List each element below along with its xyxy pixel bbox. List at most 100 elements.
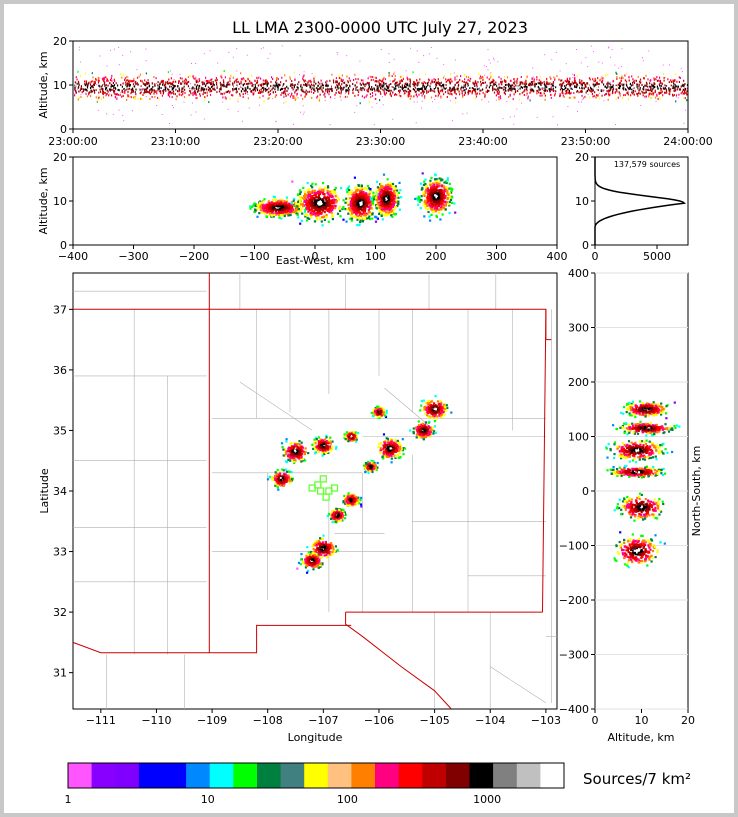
ew-source bbox=[267, 205, 270, 208]
time-height-source bbox=[495, 85, 497, 88]
time-height-source bbox=[441, 88, 444, 91]
ew-source bbox=[370, 198, 373, 201]
ew-source bbox=[445, 181, 448, 185]
time-height-source bbox=[263, 82, 265, 85]
time-height-source bbox=[153, 76, 155, 78]
time-height-source bbox=[210, 83, 212, 86]
ew-source bbox=[303, 211, 307, 214]
time-height-source bbox=[379, 84, 381, 87]
time-height-source bbox=[126, 85, 128, 88]
time-height-source bbox=[506, 76, 509, 79]
time-height-source bbox=[130, 96, 132, 99]
ew-source bbox=[270, 201, 273, 204]
time-height-source bbox=[651, 89, 653, 91]
time-height-source bbox=[539, 82, 542, 85]
time-height-source bbox=[635, 79, 637, 82]
time-height-source bbox=[364, 88, 366, 90]
time-height-source bbox=[625, 86, 627, 89]
time-height-source bbox=[649, 92, 651, 95]
ew-source bbox=[366, 212, 369, 215]
time-height-source bbox=[434, 98, 436, 100]
time-height-source bbox=[242, 84, 244, 87]
time-height-source bbox=[87, 84, 89, 87]
time-height-source bbox=[598, 85, 600, 88]
ew-source bbox=[305, 194, 308, 197]
time-height-source bbox=[656, 76, 658, 78]
time-height-source bbox=[526, 89, 528, 92]
ew-source bbox=[352, 211, 355, 214]
time-height-source bbox=[425, 85, 427, 88]
time-height-source bbox=[664, 77, 666, 78]
ew-source bbox=[301, 212, 304, 215]
time-height-source bbox=[130, 88, 132, 91]
time-height-source bbox=[170, 82, 172, 85]
time-height-source bbox=[440, 81, 442, 84]
time-height-source bbox=[127, 79, 129, 82]
time-height-source bbox=[143, 86, 146, 89]
ew-source bbox=[388, 213, 391, 216]
time-height-source bbox=[376, 89, 378, 92]
time-height-source bbox=[480, 80, 482, 83]
time-height-source bbox=[311, 91, 312, 93]
time-height-source bbox=[122, 114, 124, 116]
ew-source bbox=[349, 200, 352, 203]
time-height-source bbox=[658, 96, 661, 99]
ew-source bbox=[305, 198, 308, 201]
ew-source bbox=[249, 205, 252, 208]
ew-source bbox=[270, 206, 273, 209]
time-height-source bbox=[455, 93, 457, 96]
time-height-source bbox=[490, 81, 492, 84]
ew-source bbox=[272, 198, 275, 202]
time-height-source bbox=[668, 64, 670, 66]
time-height-source bbox=[562, 94, 564, 97]
time-height-source bbox=[76, 82, 78, 85]
time-height-source bbox=[432, 81, 434, 84]
time-height-source bbox=[431, 89, 433, 92]
ew-source bbox=[323, 196, 326, 199]
time-height-source bbox=[118, 64, 120, 66]
time-height-source bbox=[489, 84, 491, 87]
time-height-source bbox=[672, 81, 674, 83]
time-height-source bbox=[342, 88, 344, 91]
time-height-source bbox=[401, 84, 403, 87]
ew-source bbox=[356, 202, 359, 205]
time-height-source bbox=[259, 83, 261, 86]
time-height-source bbox=[433, 78, 435, 81]
time-height-source bbox=[685, 109, 686, 111]
time-height-source bbox=[501, 83, 503, 86]
time-height-source bbox=[544, 90, 546, 92]
time-height-source bbox=[591, 93, 593, 95]
time-height-source bbox=[383, 82, 385, 85]
time-height-source bbox=[157, 89, 159, 92]
time-height-source bbox=[631, 88, 633, 91]
time-height-source bbox=[274, 84, 276, 87]
time-height-source bbox=[607, 92, 609, 95]
time-height-source bbox=[263, 100, 265, 103]
time-height-source bbox=[486, 84, 488, 87]
time-height-source bbox=[227, 90, 229, 93]
time-height-source bbox=[123, 120, 125, 122]
time-height-source bbox=[318, 88, 320, 91]
time-height-source bbox=[479, 75, 482, 78]
time-height-source bbox=[464, 91, 466, 94]
ew-source bbox=[325, 203, 328, 206]
time-height-source bbox=[536, 78, 538, 81]
time-height-source bbox=[639, 92, 641, 95]
ew-source bbox=[338, 205, 341, 208]
time-height-source bbox=[122, 91, 124, 94]
ew-source bbox=[284, 212, 287, 215]
time-height-source bbox=[131, 89, 133, 92]
time-height-source bbox=[632, 84, 634, 87]
time-height-source bbox=[462, 113, 464, 115]
ew-source bbox=[384, 192, 387, 195]
time-height-source bbox=[527, 97, 529, 100]
time-height-source bbox=[507, 89, 509, 92]
time-height-source bbox=[324, 100, 326, 101]
ew-source bbox=[392, 209, 395, 212]
time-height-source bbox=[237, 101, 239, 103]
ew-source bbox=[435, 186, 438, 189]
time-height-source bbox=[628, 76, 630, 79]
time-height-source bbox=[102, 90, 104, 93]
time-height-source bbox=[379, 83, 381, 86]
time-height-source bbox=[147, 90, 149, 93]
